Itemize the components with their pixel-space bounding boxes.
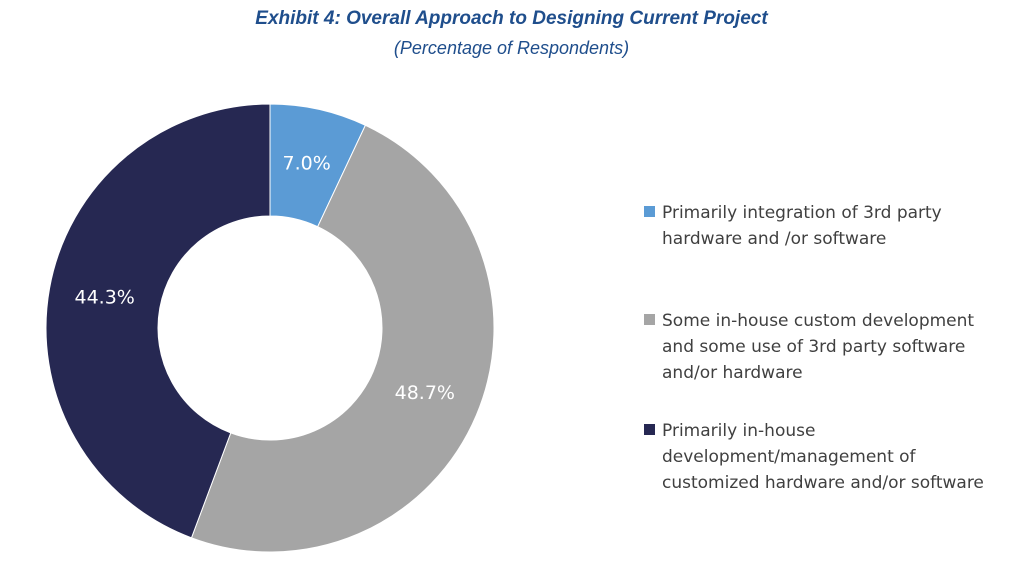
- data-label-mixed: 48.7%: [395, 382, 455, 404]
- legend-label-in-house: Primarily in-house development/managemen…: [662, 421, 984, 493]
- data-label-integration: 7.0%: [283, 153, 331, 175]
- chart-subtitle: (Percentage of Respondents): [393, 38, 630, 58]
- donut-slice-in-house: [45, 103, 271, 539]
- donut-chart: 7.0% 48.7% 44.3%: [45, 103, 495, 553]
- legend-swatch-integration: [644, 206, 655, 217]
- donut-slice-mixed: [190, 124, 495, 553]
- legend-item-in-house: Primarily in-house development/managemen…: [644, 418, 1012, 496]
- chart-title: Exhibit 4: Overall Approach to Designing…: [255, 8, 768, 29]
- data-label-in-house: 44.3%: [75, 287, 135, 309]
- legend-swatch-in-house: [644, 424, 655, 435]
- legend-item-mixed: Some in-house custom development and som…: [644, 308, 1012, 386]
- legend-label-mixed: Some in-house custom development and som…: [662, 311, 975, 383]
- legend-label-integration: Primarily integration of 3rd party hardw…: [662, 203, 942, 249]
- legend-swatch-mixed: [644, 314, 655, 325]
- legend-item-integration: Primarily integration of 3rd party hardw…: [644, 200, 1012, 252]
